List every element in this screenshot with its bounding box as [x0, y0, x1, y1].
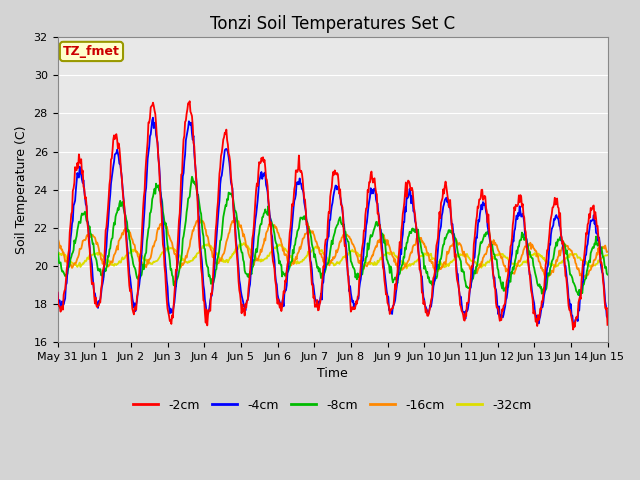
X-axis label: Time: Time [317, 367, 348, 380]
Y-axis label: Soil Temperature (C): Soil Temperature (C) [15, 125, 28, 254]
Legend: -2cm, -4cm, -8cm, -16cm, -32cm: -2cm, -4cm, -8cm, -16cm, -32cm [129, 394, 537, 417]
Text: TZ_fmet: TZ_fmet [63, 45, 120, 58]
Title: Tonzi Soil Temperatures Set C: Tonzi Soil Temperatures Set C [210, 15, 455, 33]
